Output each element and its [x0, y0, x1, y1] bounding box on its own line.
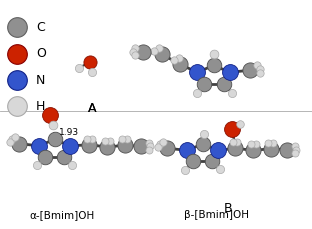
Point — [103, 139, 108, 143]
Point — [292, 144, 297, 148]
Point — [17, 142, 22, 145]
Point — [251, 149, 256, 152]
Text: C: C — [36, 21, 45, 34]
Point — [268, 147, 273, 150]
Text: H: H — [36, 100, 45, 113]
Point — [195, 91, 200, 95]
Point — [176, 56, 181, 60]
Point — [107, 139, 112, 143]
Text: 1.93: 1.93 — [59, 128, 79, 136]
Point — [172, 58, 177, 62]
Point — [200, 142, 205, 146]
Point — [15, 26, 20, 29]
Point — [159, 52, 164, 56]
Point — [52, 137, 57, 141]
Point — [294, 148, 299, 152]
Point — [89, 137, 94, 141]
Text: A: A — [88, 102, 96, 115]
Point — [255, 63, 260, 67]
Point — [105, 145, 110, 149]
Point — [15, 52, 20, 56]
Text: B: B — [223, 202, 232, 215]
Point — [138, 144, 143, 148]
Text: A: A — [88, 102, 96, 115]
Point — [237, 122, 242, 126]
Point — [148, 144, 153, 148]
Point — [85, 137, 90, 141]
Point — [76, 66, 81, 70]
Text: O: O — [36, 47, 46, 60]
Point — [257, 71, 262, 74]
Point — [249, 143, 254, 146]
Point — [151, 49, 156, 53]
Point — [258, 67, 263, 71]
Point — [266, 141, 271, 144]
Point — [120, 137, 125, 141]
Point — [185, 149, 190, 152]
Point — [122, 143, 127, 147]
Text: β-[Bmim]OH: β-[Bmim]OH — [184, 210, 249, 220]
Point — [62, 155, 67, 158]
Point — [15, 78, 20, 82]
Point — [233, 146, 238, 150]
Point — [183, 168, 188, 172]
Point — [211, 63, 216, 67]
Point — [156, 46, 161, 50]
Point — [235, 141, 240, 144]
Point — [67, 144, 72, 148]
Point — [221, 82, 226, 86]
Point — [35, 164, 40, 167]
Point — [88, 60, 93, 64]
Point — [218, 168, 223, 171]
Point — [42, 155, 47, 158]
Point — [178, 63, 183, 66]
Point — [131, 50, 136, 54]
Point — [132, 53, 137, 57]
Point — [37, 144, 42, 148]
Point — [51, 123, 56, 127]
Point — [227, 71, 232, 74]
Point — [146, 148, 151, 152]
Text: α-[Bmim]OH: α-[Bmim]OH — [30, 210, 95, 220]
Point — [124, 137, 129, 141]
Point — [253, 143, 258, 146]
Point — [132, 46, 137, 50]
Point — [231, 141, 236, 144]
Text: N: N — [36, 74, 45, 87]
Point — [230, 127, 235, 131]
Point — [229, 91, 234, 94]
Point — [195, 71, 200, 74]
Point — [89, 70, 94, 74]
Point — [140, 50, 145, 54]
Point — [248, 68, 253, 72]
Point — [202, 132, 207, 135]
Point — [70, 163, 75, 167]
Point — [210, 159, 215, 163]
Point — [161, 140, 166, 144]
Point — [155, 145, 160, 149]
Point — [15, 105, 20, 108]
Point — [211, 52, 216, 56]
Point — [12, 136, 17, 139]
Point — [146, 141, 151, 145]
Point — [292, 151, 297, 155]
Point — [284, 148, 289, 152]
Point — [201, 82, 206, 86]
Point — [47, 113, 52, 117]
Point — [191, 159, 196, 163]
Point — [87, 143, 92, 147]
Point — [9, 137, 14, 141]
Point — [165, 146, 170, 150]
Point — [7, 141, 12, 144]
Point — [216, 149, 221, 152]
Point — [270, 141, 275, 144]
Point — [158, 142, 163, 146]
